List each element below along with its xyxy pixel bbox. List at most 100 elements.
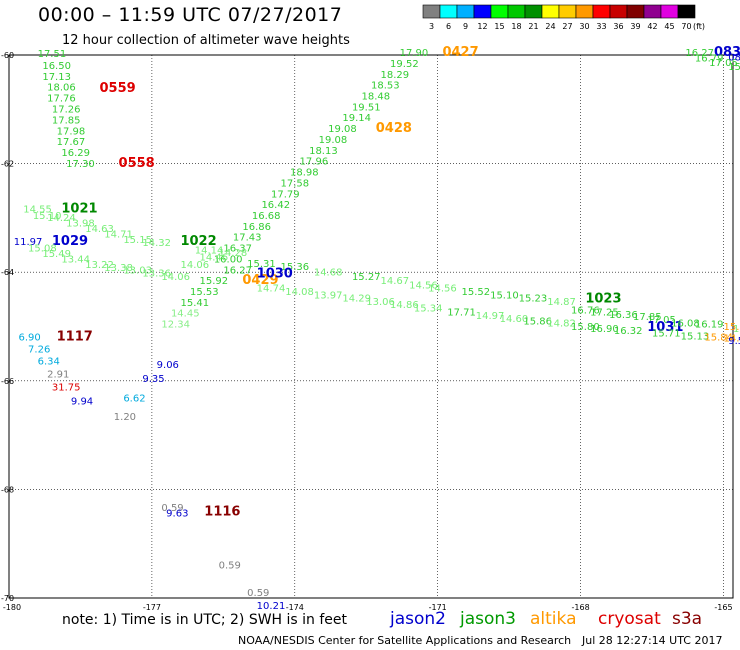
wave-height-label: 16.68 — [252, 211, 281, 222]
wave-height-label: 16.27 — [223, 265, 252, 276]
wave-height-label: 13.98 — [66, 219, 95, 230]
wave-height-label: 18.06 — [47, 82, 76, 93]
wave-height-label: 15.31 — [247, 259, 276, 270]
wave-height-label: 17.05 — [709, 58, 738, 69]
wave-height-label: 6.90 — [19, 333, 41, 344]
wave-height-label: 17.25 — [590, 308, 619, 319]
wave-height-label: 14.67 — [381, 276, 410, 287]
wave-height-label: 16.29 — [61, 148, 90, 159]
color-scale-label: 6 — [446, 22, 451, 31]
wave-height-label: 13.44 — [61, 254, 90, 265]
legend-jason2: jason2 — [390, 609, 446, 629]
wave-height-label: 15.02 — [723, 322, 740, 333]
legend-altika: altika — [530, 609, 577, 629]
credit-text: NOAA/NESDIS Center for Satellite Applica… — [238, 634, 572, 647]
wave-height-label: 1.20 — [114, 412, 136, 423]
color-scale-label: 12 — [477, 22, 487, 31]
wave-height-label: 15.08 — [28, 244, 57, 255]
color-scale-label: 18 — [511, 22, 521, 31]
wave-height-label: 15.34 — [414, 303, 443, 314]
wave-height-label: 17.90 — [400, 48, 429, 59]
wave-height-label: 14.29 — [342, 294, 371, 305]
x-tick-label: -165 — [714, 603, 732, 610]
color-scale-label: 39 — [630, 22, 640, 31]
color-scale-label: 30 — [579, 22, 589, 31]
color-swatch — [677, 4, 696, 19]
wave-height-label: 16 — [733, 324, 740, 335]
color-scale-label: 70 — [681, 22, 691, 31]
generated-timestamp: Jul 28 12:27:14 UTC 2017 — [582, 634, 723, 647]
pass-time-label: 1117 — [57, 330, 93, 345]
pass-time-label: 1031 — [647, 320, 683, 335]
wave-height-label: 15.23 — [519, 294, 548, 305]
wave-height-label: 11.97 — [14, 237, 43, 248]
wave-height-label: 19.14 — [342, 113, 371, 124]
color-scale-label: 33 — [596, 22, 606, 31]
legend-jason3: jason3 — [460, 609, 516, 629]
wave-height-label: 14.60 — [500, 314, 529, 325]
wave-height-label: 14.56 — [428, 284, 457, 295]
wave-height-label: 14.06 — [161, 272, 190, 283]
wave-height-label: 18.98 — [290, 168, 319, 179]
wave-height-label: 14.71 — [104, 229, 133, 240]
wave-height-label: 16.50 — [42, 61, 71, 72]
wave-height-label: 13.03 — [123, 265, 152, 276]
wave-height-label: 17.98 — [57, 126, 86, 137]
wave-height-label: 2.91 — [47, 370, 69, 381]
wave-height-label: 17.76 — [47, 94, 76, 105]
wave-height-label: 17.26 — [52, 105, 81, 116]
wave-height-label: 16.90 — [590, 324, 619, 335]
wave-height-label: 17.85 — [52, 115, 81, 126]
wave-height-label: 16.37 — [223, 244, 252, 255]
wave-height-label: 31.75 — [52, 383, 81, 394]
wave-height-label: 18.29 — [381, 70, 410, 81]
wave-height-label: 13.06 — [366, 297, 395, 308]
wave-height-label: 15.86 — [523, 316, 552, 327]
wave-height-label: 16.79 — [695, 54, 724, 65]
pass-time-label: 0558 — [119, 156, 155, 171]
wave-height-label: 15.36 — [281, 262, 310, 273]
wave-height-label: 15.27 — [352, 272, 381, 283]
wave-height-label: 0.59 — [161, 503, 183, 514]
wave-height-label: 16.27 — [685, 48, 714, 59]
wave-height-label: 12.34 — [161, 320, 190, 331]
color-scale-unit: (ft) — [693, 22, 705, 31]
color-scale-label: 9 — [463, 22, 468, 31]
y-tick-label: -60 — [1, 51, 14, 60]
wave-height-label: 14.74 — [257, 284, 286, 295]
wave-height-label: 9.63 — [166, 509, 188, 520]
wave-height-label: 15.9 — [728, 62, 740, 73]
wave-height-label: 19.51 — [352, 102, 381, 113]
wave-height-label: 0.59 — [219, 561, 241, 572]
wave-height-label: 19.08 — [328, 124, 357, 135]
wave-height-label: 19.08 — [319, 135, 348, 146]
wave-height-label: 08 — [728, 52, 740, 63]
x-tick-label: -177 — [143, 603, 161, 610]
wave-height-label: 15.53 — [190, 287, 219, 298]
wave-height-label: 14.14 — [195, 246, 224, 257]
x-tick-label: -180 — [3, 603, 21, 610]
wave-height-label: 14.08 — [285, 287, 314, 298]
wave-height-label: 17.13 — [42, 72, 71, 83]
wave-height-label: 16.32 — [614, 326, 643, 337]
wave-height-label: 14.28 — [219, 248, 248, 259]
y-tick-label: -66 — [1, 377, 14, 386]
wave-height-label: 19.52 — [390, 59, 419, 70]
wave-height-label: 15.84 — [704, 333, 733, 344]
color-scale-label: 21 — [528, 22, 538, 31]
wave-height-label: 16.86 — [242, 222, 271, 233]
map-frame — [8, 54, 734, 599]
wave-height-label: 14.32 — [142, 238, 171, 249]
wave-height-label: 17.43 — [233, 233, 262, 244]
wave-height-label: 14.06 — [180, 260, 209, 271]
wave-height-label: 14.68 — [314, 267, 343, 278]
wave-height-label: 14.55 — [23, 204, 52, 215]
x-tick-label: -174 — [286, 603, 304, 610]
pass-time-label: 1030 — [257, 267, 293, 282]
pass-time-label: 1116 — [204, 504, 240, 519]
wave-height-label: 15.92 — [200, 276, 229, 287]
wave-height-label: 16.42 — [261, 200, 290, 211]
wave-height-label: 6.34 — [38, 357, 60, 368]
wave-height-label: 15.49 — [42, 249, 71, 260]
wave-height-label: 15.15 — [123, 235, 152, 246]
